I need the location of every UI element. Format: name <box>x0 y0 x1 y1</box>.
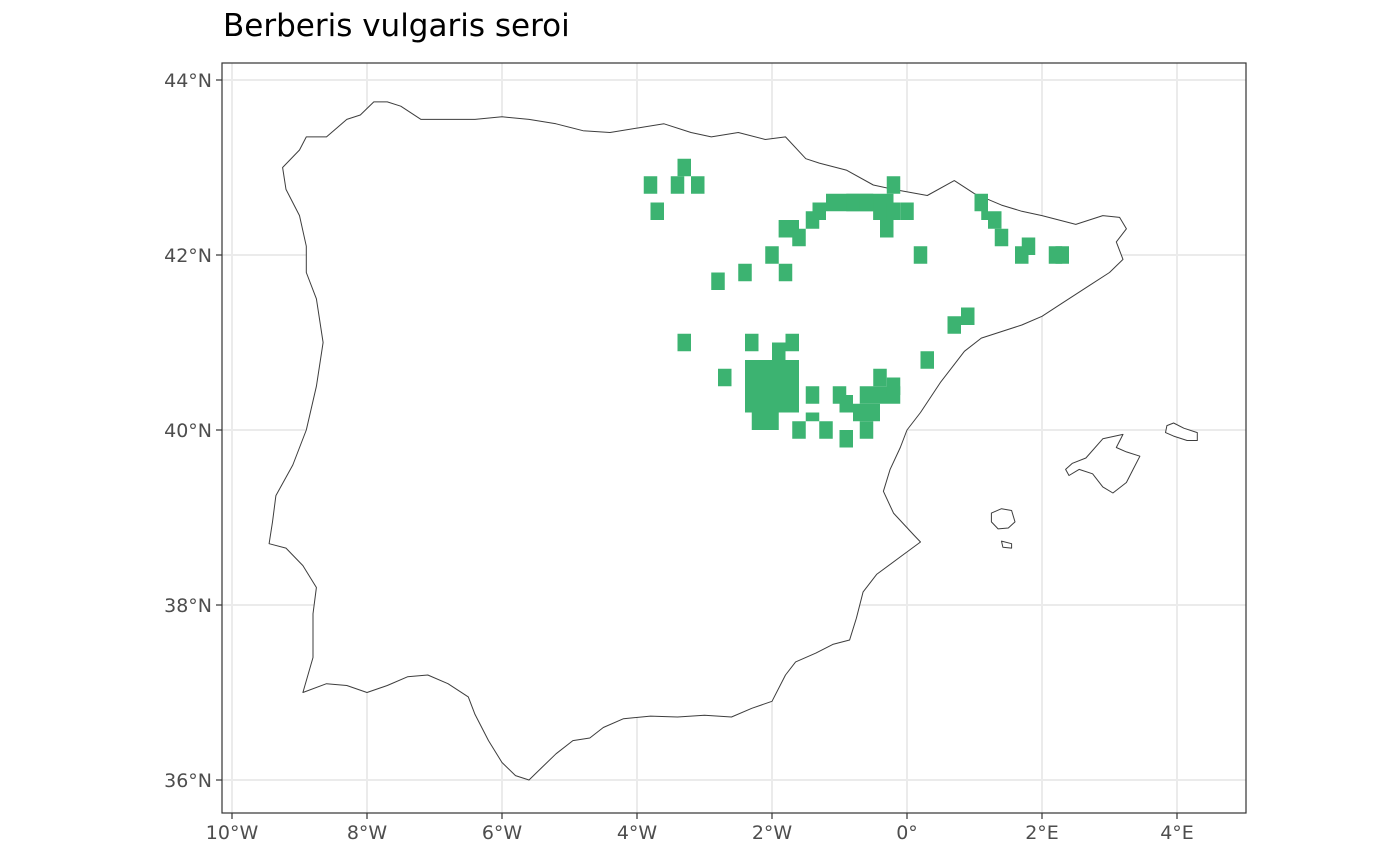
occurrence-cell <box>792 421 806 439</box>
x-tick-label: 4°W <box>617 822 658 844</box>
x-tick-label: 0° <box>896 822 918 844</box>
x-tick-label: 8°W <box>347 822 388 844</box>
occurrence-cell <box>711 272 725 290</box>
occurrence-cell <box>745 333 759 352</box>
x-tick-label: 10°W <box>206 822 259 844</box>
occurrence-cell <box>853 403 867 422</box>
y-tick-label: 38°N <box>164 595 212 617</box>
axes: 10°W 8°W 6°W 4°W 2°W 0° 2°E 4°E 36°N 38°N 40°N 42°N… <box>164 70 1194 844</box>
panel-border <box>221 62 1247 814</box>
map-title: Berberis vulgaris seroi <box>223 8 570 44</box>
occurrence-cell <box>866 403 880 422</box>
occurrence-cell <box>778 220 793 238</box>
y-tick-label: 36°N <box>164 770 212 792</box>
occurrence-cell <box>778 263 793 282</box>
occurrence-cell <box>677 158 691 177</box>
occurrence-cell <box>643 176 658 194</box>
occurrence-cell <box>1015 246 1029 264</box>
occurrence-cell <box>677 333 691 352</box>
occurrence-cell <box>873 202 887 220</box>
x-tick-label: 2°W <box>752 822 793 844</box>
occurrence-cell <box>873 368 887 387</box>
coastline-layer <box>268 101 1198 781</box>
occurrence-cell <box>785 333 799 352</box>
x-tick-label: 4°E <box>1160 822 1194 844</box>
occurrence-cell <box>913 246 928 264</box>
occurrence-cell-block <box>805 412 820 422</box>
coastline-ibiza <box>990 508 1016 530</box>
y-tick-label: 40°N <box>164 420 212 442</box>
occurrence-cell <box>650 202 664 220</box>
x-tick-label: 6°W <box>482 822 523 844</box>
occurrence-cell <box>819 421 833 439</box>
occurrence-cell <box>886 176 901 194</box>
occurrence-cell <box>988 211 1002 229</box>
occurrence-cell <box>765 246 779 264</box>
occurrence-cell <box>859 421 874 439</box>
occurrence-cell <box>947 316 961 334</box>
occurrence-cell <box>839 430 853 448</box>
occurrence-cell <box>792 228 806 247</box>
coastline-menorca <box>1165 422 1198 441</box>
occurrence-cell <box>1055 246 1069 264</box>
occurrence-cell <box>826 193 840 212</box>
occurrence-cell <box>691 176 705 194</box>
occurrence-cell-block <box>745 360 799 413</box>
occurrence-cell <box>974 193 988 212</box>
coastline-mallorca <box>1065 433 1141 494</box>
occurrence-cell <box>839 395 853 413</box>
coastline-formentera <box>1001 540 1013 549</box>
occurrence-cell-block <box>751 412 779 430</box>
occurrence-cell <box>900 202 914 220</box>
occurrence-cell-block <box>772 342 786 360</box>
occurrence-cell <box>805 386 820 404</box>
occurrence-cell <box>859 193 874 212</box>
occurrence-cell <box>846 193 860 212</box>
occurrence-cell <box>961 307 975 325</box>
occurrence-cell <box>718 368 732 387</box>
coastline-mainland <box>268 101 1127 781</box>
occurrence-cell <box>670 176 685 194</box>
occurrence-cell <box>920 351 934 369</box>
x-tick-label: 2°E <box>1025 822 1059 844</box>
occurrence-cell <box>994 228 1009 247</box>
occurrence-cell <box>886 377 901 395</box>
occurrence-layer <box>643 158 1069 448</box>
y-tick-label: 42°N <box>164 245 212 267</box>
occurrence-cell <box>812 202 826 220</box>
occurrence-cell <box>738 263 752 282</box>
occurrence-cell <box>880 220 894 238</box>
y-tick-label: 44°N <box>164 70 212 92</box>
